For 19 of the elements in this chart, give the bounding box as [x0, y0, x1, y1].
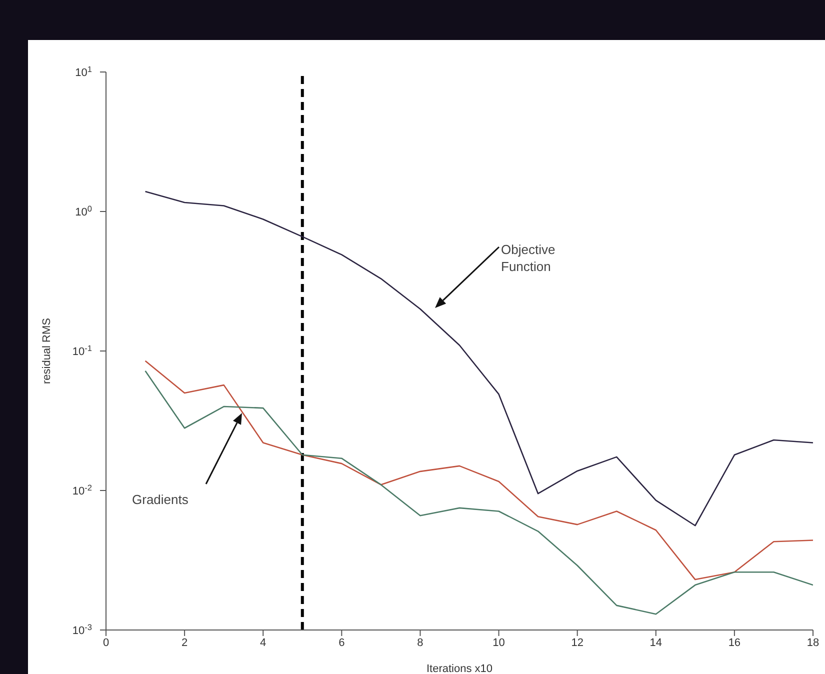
y-tick-label: 10$^{1}$	[75, 64, 92, 79]
x-tick-label: 2	[181, 636, 188, 649]
annotation: Objective Function	[501, 242, 556, 274]
x-tick-label: 4	[260, 636, 266, 649]
y-tick-label: 10$^{-1}$	[72, 344, 92, 358]
y-tick-label: 10$^{0}$	[75, 204, 92, 218]
x-tick-label: 14	[650, 636, 662, 649]
y-tick-label: 10$^{-2}$	[72, 483, 92, 498]
y-tick-label: 10$^{-3}$	[72, 622, 92, 637]
x-tick-label: 16	[728, 636, 741, 649]
y-axis-title: residual RMS	[40, 318, 53, 384]
annotation: Gradients	[132, 492, 189, 507]
x-tick-label: 10	[492, 636, 505, 649]
x-tick-label: 12	[571, 636, 584, 649]
x-axis-title: Iterations x10	[426, 663, 493, 674]
x-tick-label: 6	[338, 636, 345, 649]
x-tick-label: 0	[102, 636, 110, 649]
x-tick-label: 8	[417, 636, 424, 649]
x-tick-label: 18	[806, 636, 820, 649]
